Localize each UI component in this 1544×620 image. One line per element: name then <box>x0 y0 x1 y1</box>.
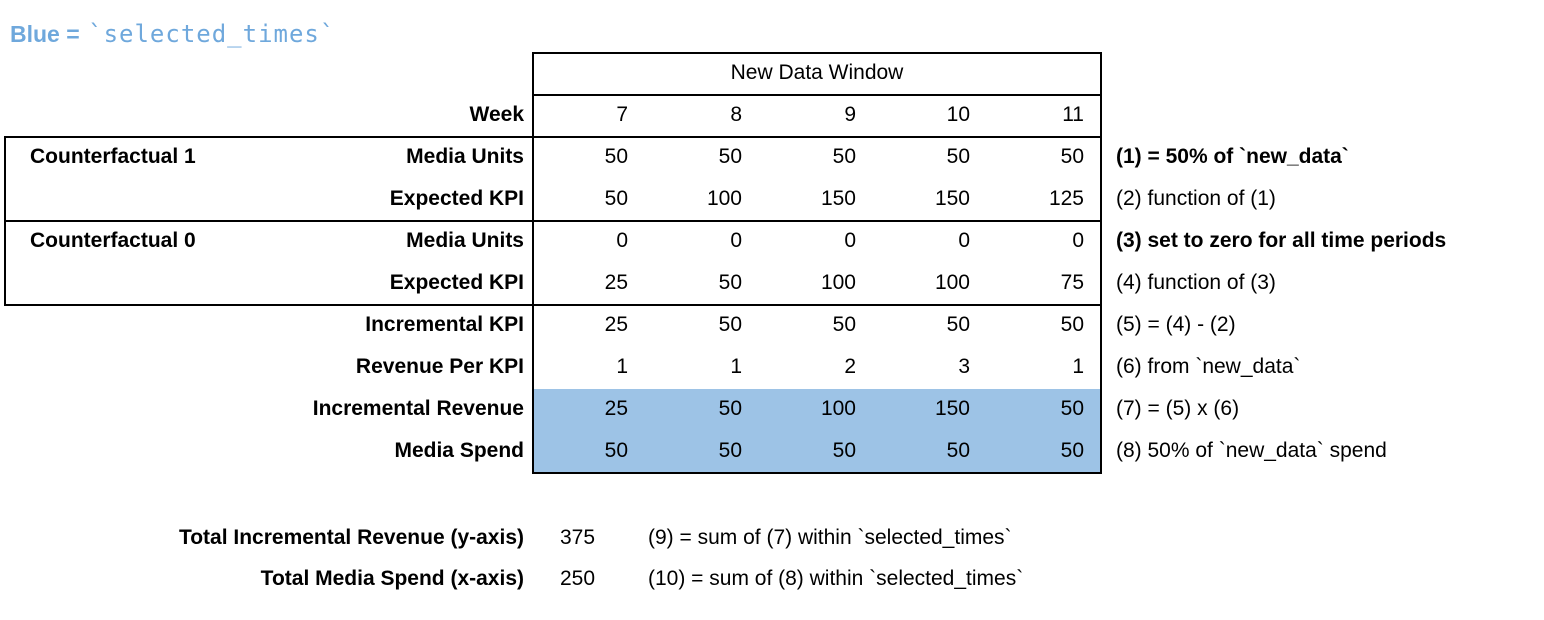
row-annotation: (4) function of (3) <box>1116 271 1276 294</box>
table-cell-highlighted: 50 <box>946 439 970 462</box>
table-cell: 50 <box>604 145 628 168</box>
table-cell-highlighted: 50 <box>604 439 628 462</box>
table-cell-highlighted: 50 <box>718 439 742 462</box>
row-label: Incremental KPI <box>365 313 524 336</box>
row-label: Incremental Revenue <box>312 397 524 420</box>
table-cell: 0 <box>616 229 628 252</box>
row-label-cell: Counterfactual 1 Media Units <box>0 145 532 169</box>
table-cell: 0 <box>844 229 856 252</box>
section-label-counterfactual-1: Counterfactual 1 <box>30 145 196 168</box>
row-annotation: (3) set to zero for all time periods <box>1116 229 1447 252</box>
week-column-header: 11 <box>1062 103 1084 126</box>
row-annotation: (5) = (4) - (2) <box>1116 313 1236 336</box>
row-label-cell: Counterfactual 0 Media Units <box>0 229 532 253</box>
table-row-cf0-expected-kpi: Expected KPI 25 50 100 100 75 (4) functi… <box>0 262 1276 304</box>
table-cell: 0 <box>730 229 742 252</box>
total-annotation: (10) = sum of (8) within `selected_times… <box>648 567 1024 590</box>
table-cell-highlighted: 50 <box>832 439 856 462</box>
table-border-bottom <box>532 472 1102 474</box>
table-row-incremental-revenue: Incremental Revenue 25 50 100 150 50 (7)… <box>0 388 1239 430</box>
table-cell: 0 <box>1072 229 1084 252</box>
table-cell: 50 <box>1060 145 1084 168</box>
table-cell: 2 <box>844 355 856 378</box>
total-annotation: (9) = sum of (7) within `selected_times` <box>648 526 1012 549</box>
table-row-cf0-media-units: Counterfactual 0 Media Units 0 0 0 0 0 (… <box>0 220 1446 262</box>
table-cell-highlighted: 50 <box>1060 439 1084 462</box>
table-border-data-right <box>1100 52 1102 474</box>
table-cell-highlighted: 25 <box>604 397 628 420</box>
table-cell: 1 <box>730 355 742 378</box>
table-cell: 50 <box>946 145 970 168</box>
table-cell: 50 <box>832 145 856 168</box>
table-cell: 150 <box>934 187 970 210</box>
table-cell: 1 <box>616 355 628 378</box>
total-label: Total Media Spend (x-axis) <box>260 567 524 590</box>
table-border-under-counterfactual-0 <box>4 304 1102 306</box>
section-label-counterfactual-0: Counterfactual 0 <box>30 229 196 252</box>
row-label: Media Units <box>406 145 524 168</box>
legend-code-selected-times: `selected_times` <box>88 20 336 48</box>
table-row-incremental-kpi: Incremental KPI 25 50 50 50 50 (5) = (4)… <box>0 304 1236 346</box>
row-label: Media Spend <box>394 439 524 462</box>
row-annotation: (8) 50% of `new_data` spend <box>1116 439 1387 462</box>
table-cell: 50 <box>718 313 742 336</box>
week-column-header: 8 <box>730 103 742 126</box>
legend-label: Blue = <box>10 21 80 47</box>
table-cell: 50 <box>946 313 970 336</box>
table-cell: 1 <box>1072 355 1084 378</box>
selected-times-highlight <box>534 389 1100 472</box>
table-row-media-spend: Media Spend 50 50 50 50 50 (8) 50% of `n… <box>0 430 1387 472</box>
table-cell: 100 <box>934 271 970 294</box>
row-annotation: (2) function of (1) <box>1116 187 1276 210</box>
row-annotation: (7) = (5) x (6) <box>1116 397 1240 420</box>
table-cell-highlighted: 50 <box>1060 397 1084 420</box>
legend: Blue = `selected_times` <box>10 20 335 48</box>
table-cell: 150 <box>820 187 856 210</box>
total-label: Total Incremental Revenue (y-axis) <box>178 526 524 549</box>
table-border-top <box>532 52 1102 54</box>
week-label: Week <box>469 103 524 126</box>
week-column-header: 7 <box>616 103 628 126</box>
table-border-counterfactual-divider <box>4 220 1102 222</box>
table-cell: 100 <box>820 271 856 294</box>
row-annotation: (1) = 50% of `new_data` <box>1116 145 1349 168</box>
table-border-labels-left <box>4 136 6 306</box>
table-border-data-left <box>532 52 534 474</box>
total-value: 375 <box>560 526 596 549</box>
table-cell-highlighted: 150 <box>934 397 970 420</box>
total-media-spend-row: Total Media Spend (x-axis) 250 (10) = su… <box>0 558 1024 600</box>
table-cell: 25 <box>604 313 628 336</box>
table-cell: 50 <box>832 313 856 336</box>
row-label: Revenue Per KPI <box>355 355 524 378</box>
table-cell: 50 <box>718 145 742 168</box>
table-border-under-week-row <box>4 136 1102 138</box>
new-data-window-header: New Data Window <box>730 61 904 84</box>
row-annotation: (6) from `new_data` <box>1116 355 1301 378</box>
week-column-header: 10 <box>946 103 970 126</box>
total-value: 250 <box>560 567 596 590</box>
table-cell: 50 <box>604 187 628 210</box>
table-cell: 3 <box>958 355 970 378</box>
row-label: Expected KPI <box>389 187 524 210</box>
table-row-cf1-expected-kpi: Expected KPI 50 100 150 150 125 (2) func… <box>0 178 1276 220</box>
table-cell: 50 <box>1060 313 1084 336</box>
week-header-row: Week 7 8 9 10 11 <box>0 94 1102 136</box>
table-cell-highlighted: 50 <box>718 397 742 420</box>
table-row-cf1-media-units: Counterfactual 1 Media Units 50 50 50 50… <box>0 136 1349 178</box>
week-column-header: 9 <box>844 103 856 126</box>
total-incremental-revenue-row: Total Incremental Revenue (y-axis) 375 (… <box>0 517 1012 559</box>
row-label: Expected KPI <box>389 271 524 294</box>
table-cell: 0 <box>958 229 970 252</box>
table-cell: 125 <box>1048 187 1084 210</box>
table-cell: 100 <box>706 187 742 210</box>
table-cell: 25 <box>604 271 628 294</box>
table-cell: 75 <box>1060 271 1084 294</box>
table-cell: 50 <box>718 271 742 294</box>
row-label: Media Units <box>406 229 524 252</box>
table-cell-highlighted: 100 <box>820 397 856 420</box>
table-row-revenue-per-kpi: Revenue Per KPI 1 1 2 3 1 (6) from `new_… <box>0 346 1300 388</box>
table-border-under-window-header <box>532 94 1102 96</box>
